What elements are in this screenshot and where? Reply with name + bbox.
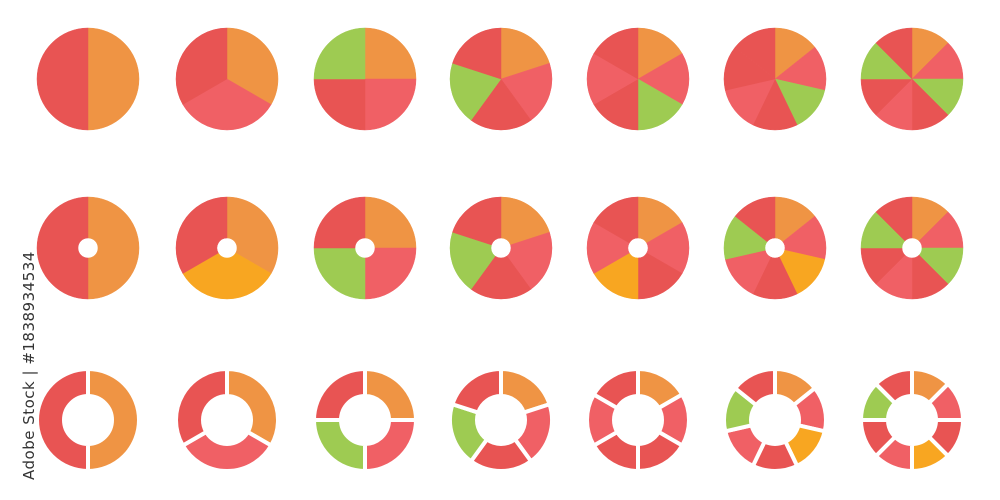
chart-3-segments bbox=[175, 27, 279, 131]
pie-slice bbox=[311, 366, 367, 422]
pie-slice bbox=[175, 27, 228, 105]
pie-slice bbox=[452, 196, 502, 246]
pie-slice bbox=[449, 366, 503, 416]
pie-slice bbox=[586, 53, 639, 105]
chart-8-segments bbox=[860, 196, 964, 300]
chart-2-segments bbox=[35, 366, 141, 474]
pie-slice bbox=[500, 62, 553, 121]
pie-slice bbox=[593, 196, 639, 244]
pie-slice bbox=[175, 196, 228, 274]
pie-slice bbox=[364, 78, 417, 131]
pie-slice bbox=[313, 196, 366, 249]
pie-slice bbox=[225, 366, 280, 449]
pie-slice bbox=[873, 366, 914, 406]
pie-slice bbox=[174, 366, 229, 449]
pie-slice bbox=[449, 62, 502, 121]
pie-slice bbox=[87, 27, 140, 131]
pie-slice bbox=[363, 418, 419, 474]
pie-slice bbox=[311, 418, 367, 474]
pie-slice bbox=[500, 196, 550, 246]
chart-6-segments bbox=[585, 366, 691, 474]
pie-slice bbox=[363, 366, 419, 422]
pie-slice bbox=[500, 27, 550, 80]
chart-5-segments bbox=[449, 27, 553, 131]
chart-3-segments bbox=[174, 366, 280, 473]
pie-slice bbox=[637, 196, 683, 244]
pie-slice bbox=[586, 222, 630, 274]
pie-slice bbox=[506, 231, 553, 290]
chart-7-segments bbox=[723, 196, 827, 300]
pie-slice bbox=[593, 252, 639, 300]
pie-slice bbox=[637, 53, 690, 105]
pie-slice bbox=[364, 27, 417, 80]
pie-slice bbox=[637, 252, 683, 300]
pie-slice bbox=[591, 366, 640, 411]
pie-slice bbox=[182, 78, 272, 131]
pie-slice bbox=[449, 231, 496, 290]
pie-slice bbox=[637, 78, 683, 131]
chart-3-segments bbox=[175, 196, 279, 300]
pie-slice bbox=[732, 366, 777, 408]
pie-slice bbox=[36, 27, 89, 131]
chart-5-segments bbox=[448, 366, 554, 473]
chart-2-segments bbox=[36, 196, 140, 300]
pie-slice bbox=[226, 27, 279, 105]
pie-slice bbox=[593, 78, 639, 131]
chart-7-segments bbox=[722, 366, 828, 473]
chart-2-segments bbox=[36, 27, 140, 131]
pie-slice bbox=[470, 78, 532, 131]
pie-slice bbox=[35, 366, 90, 474]
pie-slice bbox=[313, 78, 366, 131]
row-pie-small-hole bbox=[36, 196, 964, 300]
pie-slice bbox=[182, 252, 272, 300]
pie-slice bbox=[593, 27, 639, 80]
pie-slice bbox=[364, 247, 417, 300]
pie-slice bbox=[87, 196, 140, 300]
pie-slice bbox=[313, 247, 366, 300]
pie-slice bbox=[180, 429, 274, 473]
pie-slice bbox=[470, 255, 532, 300]
pie-slice bbox=[36, 196, 89, 300]
stock-credit-text: Adobe Stock | #1838934534 bbox=[20, 251, 38, 480]
chart-6-segments bbox=[586, 27, 690, 131]
pie-slice bbox=[875, 196, 913, 242]
pie-slice bbox=[875, 27, 913, 80]
pie-slice bbox=[313, 27, 366, 80]
chart-8-segments bbox=[858, 366, 966, 474]
pie-slice bbox=[86, 366, 141, 474]
row-donut-separated bbox=[35, 366, 966, 474]
row-pie bbox=[36, 27, 964, 131]
pie-slice bbox=[226, 196, 279, 274]
pie-slice bbox=[646, 222, 690, 274]
pie-slice bbox=[734, 196, 776, 243]
chart-4-segments bbox=[311, 366, 419, 474]
pie-slice bbox=[637, 27, 683, 80]
pie-slice bbox=[452, 27, 502, 80]
pie-slice bbox=[734, 27, 776, 80]
chart-5-segments bbox=[449, 196, 553, 300]
chart-8-segments bbox=[860, 27, 964, 131]
chart-4-segments bbox=[313, 27, 417, 131]
chart-6-segments bbox=[586, 196, 690, 300]
pie-slice bbox=[364, 196, 417, 249]
chart-7-segments bbox=[723, 27, 827, 131]
chart-4-segments bbox=[313, 196, 417, 300]
